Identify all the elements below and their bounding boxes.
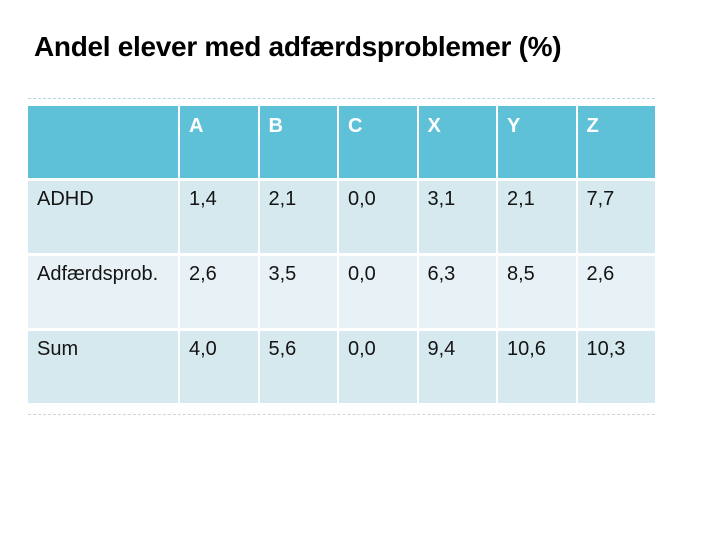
table-value-cell: 1,4 — [180, 181, 258, 253]
table-value-cell: 8,5 — [498, 256, 576, 328]
table-value-cell: 10,3 — [577, 331, 655, 403]
table-value-cell: 2,1 — [259, 181, 337, 253]
table-value-cell: 5,6 — [259, 331, 337, 403]
table-value-cell: 0,0 — [339, 256, 417, 328]
table-header-cell-y: Y — [498, 106, 576, 178]
row-label-cell: Adfærdsprob. — [28, 256, 178, 328]
table-value-cell: 9,4 — [418, 331, 496, 403]
table-header-cell-c: C — [339, 106, 417, 178]
table-header-cell-z: Z — [577, 106, 655, 178]
table-value-cell: 2,1 — [498, 181, 576, 253]
table-value-cell: 0,0 — [339, 181, 417, 253]
table-value-cell: 2,6 — [180, 256, 258, 328]
table-value-cell: 4,0 — [180, 331, 258, 403]
table-value-cell: 2,6 — [577, 256, 655, 328]
table-bottom-dotted-rule — [28, 414, 655, 415]
table-value-cell: 3,5 — [259, 256, 337, 328]
table-header-cell-b: B — [259, 106, 337, 178]
table-value-cell: 10,6 — [498, 331, 576, 403]
table-header-cell-x: X — [418, 106, 496, 178]
table-value-cell: 6,3 — [418, 256, 496, 328]
row-label-cell: Sum — [28, 331, 178, 403]
table-value-cell: 3,1 — [418, 181, 496, 253]
slide-title: Andel elever med adfærdsproblemer (%) — [34, 31, 562, 62]
table-value-cell: 0,0 — [339, 331, 417, 403]
table-header-cell-blank — [28, 106, 178, 178]
table-top-dotted-rule — [28, 98, 655, 99]
table-value-cell: 7,7 — [577, 181, 655, 253]
table-header-cell-a: A — [180, 106, 258, 178]
data-table: A B C X Y Z ADHD 1,4 2,1 0,0 3,1 2,1 7,7… — [28, 106, 655, 403]
row-label-cell: ADHD — [28, 181, 178, 253]
